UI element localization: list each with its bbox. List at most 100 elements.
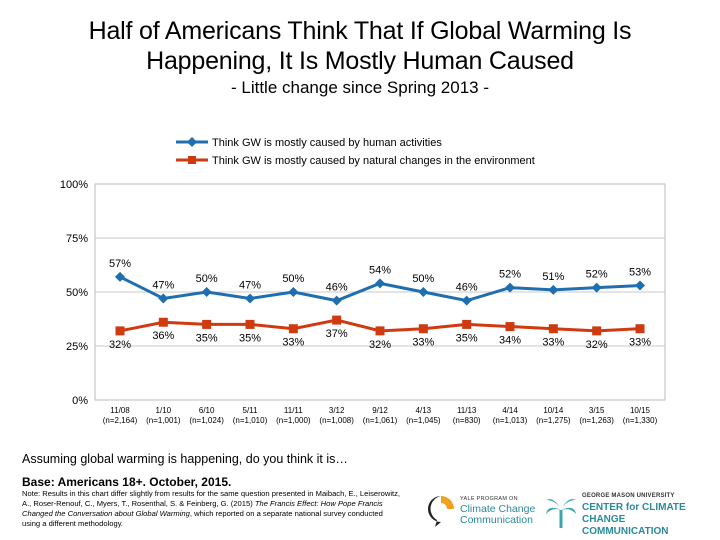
data-label: 33% [542,337,564,349]
y-tick-label: 25% [66,341,88,353]
data-label: 50% [282,273,304,285]
gmu-logo-line-2: COMMUNICATION [582,526,669,537]
data-label: 52% [586,269,608,281]
legend-label-2: Think GW is mostly caused by natural cha… [212,155,535,167]
data-point [505,322,515,332]
note-title: The Francis Effect: How Pope Francis Cha… [22,499,383,518]
x-tick-sublabel: (n=1,061) [363,416,398,425]
data-label: 32% [369,339,391,351]
data-point [201,287,212,297]
data-point [635,280,645,291]
methodology-note: Note: Results in this chart differ sligh… [22,489,402,529]
data-label: 35% [239,332,261,344]
data-label: 36% [152,330,174,342]
gmu-climate-logo: GEORGE MASON UNIVERSITY CENTER for CLIMA… [542,492,712,538]
data-point [418,324,428,334]
data-point [461,295,472,306]
x-tick-label: 1/10 [156,406,172,415]
data-point [592,326,602,336]
data-point [591,282,602,293]
x-tick-sublabel: (n=2,164) [103,416,138,425]
x-tick-label: 10/14 [543,406,564,415]
y-tick-label: 50% [66,287,88,299]
x-tick-label: 5/11 [243,406,259,415]
data-label: 33% [282,337,304,349]
x-tick-sublabel: (n=1,275) [536,416,571,425]
yale-logo-line-2: Communication [460,514,533,526]
data-point [332,315,342,325]
data-label: 54% [369,264,391,276]
data-point [635,324,645,334]
data-point [288,324,298,334]
survey-question: Assuming global warming is happening, do… [22,452,348,466]
data-label: 37% [326,328,348,340]
data-label: 33% [629,337,651,349]
x-tick-sublabel: (n=1,008) [319,416,354,425]
data-point [548,324,558,334]
data-label: 53% [629,267,651,279]
data-label: 32% [109,339,131,351]
data-label: 51% [542,271,564,283]
data-label: 57% [109,258,131,270]
data-label: 50% [412,273,434,285]
x-tick-label: 11/13 [457,406,477,415]
x-tick-sublabel: (n=1,013) [493,416,528,425]
data-label: 46% [326,282,348,294]
data-label: 32% [586,339,608,351]
data-label: 35% [456,332,478,344]
line-chart: Think GW is mostly caused by human activ… [60,137,666,425]
data-point [158,293,169,304]
x-tick-label: 10/15 [630,406,651,415]
data-point [375,326,385,336]
data-point [202,319,212,329]
data-point [245,319,255,329]
chart-subtitle: - Little change since Spring 2013 - [231,78,489,97]
x-tick-label: 11/11 [284,406,303,415]
gmu-logo-small: GEORGE MASON UNIVERSITY [582,493,675,499]
x-tick-label: 4/13 [416,406,432,415]
yale-logo-line-1: Climate Change [460,503,536,515]
x-tick-label: 3/15 [589,406,605,415]
x-tick-label: 11/08 [110,406,130,415]
gmu-logo-name: CENTER for CLIMATE CHANGE COMMUNICATION [582,502,712,538]
data-point [245,293,255,304]
data-label: 33% [412,337,434,349]
data-point [375,278,385,289]
x-tick-sublabel: (n=1,000) [276,416,311,425]
x-tick-label: 4/14 [502,406,518,415]
yale-logo-name: Climate Change Communication [460,504,535,526]
data-point [115,271,125,282]
title-line-1: Half of Americans Think That If Global W… [88,17,632,45]
palm-leaf-icon [546,499,576,528]
title-line-2: Happening, It Is Mostly Human Caused [146,47,574,75]
yale-climate-logo: YALE PROGRAM ON Climate Change Communica… [424,492,544,532]
note-text-a: Note: Results in this chart differ sligh… [22,489,401,508]
data-label: 35% [196,332,218,344]
data-point [115,326,125,336]
y-tick-label: 75% [66,233,88,245]
x-tick-sublabel: (n=1,010) [233,416,268,425]
y-tick-label: 0% [72,395,88,407]
data-label: 46% [456,282,478,294]
x-tick-sublabel: (n=1,024) [189,416,224,425]
y-tick-label: 100% [60,179,88,191]
data-label: 50% [196,273,218,285]
data-point [331,295,342,306]
data-label: 47% [239,279,261,291]
data-point [505,282,515,293]
data-label: 52% [499,269,521,281]
x-tick-sublabel: (n=830) [453,416,481,425]
yale-logo-small: YALE PROGRAM ON [460,496,518,502]
legend-marker-1 [187,137,197,147]
data-label: 34% [499,335,521,347]
x-tick-sublabel: (n=1,330) [623,416,658,425]
chart-title: Half of Americans Think That If Global W… [0,16,720,76]
note-text-b: , which reported on a separate national … [22,509,383,528]
data-label: 47% [152,279,174,291]
x-tick-sublabel: (n=1,001) [146,416,181,425]
base-text: Base: Americans 18+. October, 2015. [22,475,232,489]
legend-marker-2 [188,156,196,164]
x-tick-sublabel: (n=1,263) [579,416,614,425]
data-point [418,287,429,297]
data-point [548,284,559,295]
